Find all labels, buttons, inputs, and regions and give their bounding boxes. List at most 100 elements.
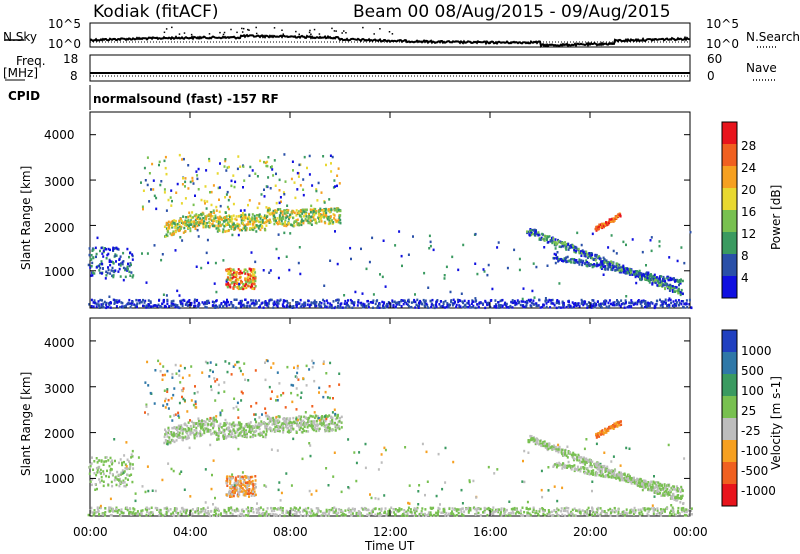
power-cell [268,271,271,274]
power-cell [416,298,419,302]
velocity-cell [403,514,406,517]
power-cell [131,254,134,258]
velocity-cell [250,425,253,428]
power-cell [170,300,173,303]
power-cell [568,245,571,248]
velocity-cell [184,428,187,431]
power-cell [677,291,680,295]
velocity-cell [328,414,331,417]
velocity-cell [228,423,231,426]
velocity-cell [384,510,386,513]
velocity-cell [487,506,490,510]
velocity-cell [632,510,635,513]
velocity-cell [316,512,319,516]
velocity-cell [226,484,229,487]
power-cell [112,275,115,279]
power-cell [185,220,188,223]
power-cell [242,213,245,217]
velocity-cell [306,422,309,426]
noise-spike [333,30,336,32]
velocity-cell [207,430,210,433]
power-cell [336,207,339,210]
velocity-cell [237,408,240,411]
power-cell [414,306,417,309]
power-cell [190,220,193,223]
power-cell [180,299,183,302]
power-cell [170,304,173,307]
velocity-cell [584,510,587,513]
velocity-cell [634,511,637,514]
noise-spike [241,27,243,30]
power-cell [295,214,298,217]
velocity-cell [662,508,665,511]
power-cell [205,299,208,303]
power-cell [344,299,347,303]
power-cell [261,218,264,222]
velocity-cell [190,431,193,434]
power-cell [300,223,303,227]
power-cell [216,230,219,233]
velocity-cell [132,510,135,514]
velocity-cell [108,510,111,513]
power-cell [187,218,190,222]
power-cell [608,261,611,264]
velocity-cell [245,514,248,517]
power-cell [545,237,548,240]
velocity-cell [102,484,105,488]
velocity-cell [145,506,148,509]
power-cell [97,303,100,306]
power-cell [572,261,575,264]
power-cell [374,302,377,306]
noise-spike [165,28,168,30]
power-cell [284,299,287,303]
power-cell [228,278,231,282]
power-cell [140,181,142,184]
velocity-cell [334,509,337,512]
power-cell [260,302,263,305]
power-cell [170,224,173,228]
power-cell [341,306,344,309]
velocity-cell [130,453,133,456]
power-cell [142,207,144,211]
power-cell [296,218,299,221]
power-cell [296,188,299,191]
power-cell [252,220,255,223]
velocity-cell [197,512,200,515]
velocity-cell [109,456,112,460]
power-cell [309,219,312,222]
power-cell [165,305,168,309]
velocity-cell [277,429,279,433]
power-cell [541,232,544,236]
power-cell [663,277,666,281]
power-cell [181,302,184,305]
velocity-cell [445,511,448,515]
velocity-cell [652,509,655,513]
velocity-cell [250,428,253,432]
power-cell [92,256,95,259]
power-cell [583,300,586,303]
power-cell [323,201,326,204]
power-cell [589,263,592,266]
power-cell [226,223,229,226]
velocity-cell [601,509,603,513]
velocity-cell [212,423,215,426]
velocity-cell [388,511,390,514]
power-cell [268,209,271,212]
velocity-cell [171,426,174,430]
power-cell [205,306,208,309]
power-cell [678,304,680,307]
velocity-cell [317,509,320,513]
power-cell [136,302,139,305]
power-cell [269,269,272,272]
power-cell [190,223,193,226]
power-cell [286,299,288,303]
power-cell [232,214,235,217]
velocity-cell [182,508,185,511]
power-cell [87,263,90,267]
velocity-cell [333,506,336,509]
power-cell [442,301,445,304]
power-cell [313,302,316,305]
power-cell [651,278,654,281]
velocity-cell [244,378,247,381]
velocity-cell [286,430,289,434]
